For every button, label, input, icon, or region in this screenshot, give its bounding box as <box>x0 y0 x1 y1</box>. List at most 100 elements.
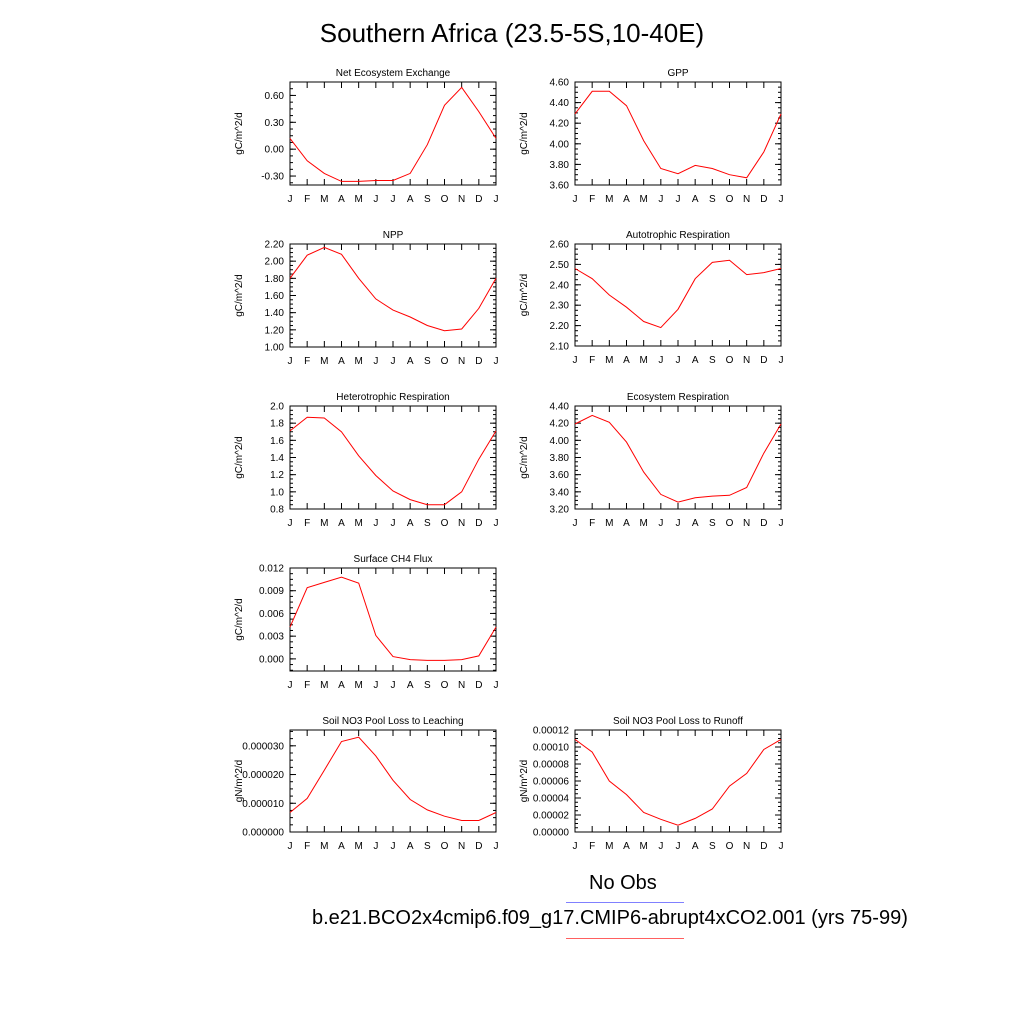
x-tick-label: J <box>494 356 499 367</box>
chart-title-gpp: GPP <box>667 68 688 79</box>
series-line-soil-no3-pool-loss-to-runoff <box>574 738 782 826</box>
y-tick-label: 2.40 <box>550 280 570 291</box>
x-tick-label: M <box>354 356 362 367</box>
series-line-soil-no3-pool-loss-to-leaching <box>289 736 497 821</box>
x-tick-label: J <box>658 355 663 366</box>
y-tick-label: 1.40 <box>265 308 285 319</box>
y-tick-label: 4.00 <box>550 139 570 150</box>
x-tick-label: J <box>676 194 681 205</box>
plot-frame-autotrophic-respiration <box>574 243 782 347</box>
y-axis-label-gpp: gC/m^2/d <box>519 112 530 155</box>
y-tick-label: 2.20 <box>265 240 285 251</box>
x-tick-label: M <box>354 680 362 691</box>
x-tick-label: J <box>288 680 293 691</box>
x-tick-label: S <box>709 841 716 852</box>
x-tick-label: M <box>639 194 647 205</box>
x-tick-label: J <box>573 518 578 529</box>
y-tick-label: 3.80 <box>550 453 570 464</box>
x-tick-label: D <box>475 194 482 205</box>
chart-title-surface-ch4-flux: Surface CH4 Flux <box>354 554 433 565</box>
y-tick-label: 1.80 <box>265 274 285 285</box>
x-tick-label: N <box>743 194 750 205</box>
x-tick-label: N <box>743 355 750 366</box>
y-tick-label: 4.20 <box>550 119 570 130</box>
x-tick-label: O <box>726 841 734 852</box>
x-tick-label: O <box>441 680 449 691</box>
plot-frame-soil-no3-pool-loss-to-runoff <box>574 729 782 833</box>
panel-soil-no3-pool-loss-to-leaching: Soil NO3 Pool Loss to LeachinggN/m^2/d0.… <box>234 716 499 852</box>
y-tick-label: 3.60 <box>550 181 570 192</box>
x-tick-label: F <box>589 841 595 852</box>
page-title: Southern Africa (23.5-5S,10-40E) <box>319 18 705 48</box>
x-tick-label: J <box>391 680 396 691</box>
x-tick-label: J <box>288 841 293 852</box>
y-axis-label-soil-no3-pool-loss-to-leaching: gN/m^2/d <box>234 760 245 803</box>
series-line-heterotrophic-respiration <box>289 416 497 506</box>
x-tick-label: J <box>494 680 499 691</box>
x-tick-label: J <box>391 841 396 852</box>
y-tick-label: 0.00002 <box>533 811 570 822</box>
panel-soil-no3-pool-loss-to-runoff: Soil NO3 Pool Loss to Runoff gN/m^2/d0.00… <box>519 716 784 852</box>
x-tick-label: M <box>354 841 362 852</box>
panel-heterotrophic-respiration: Heterotrophic Respiration gC/m^2/d 0.8 1.0 1… <box>234 392 499 529</box>
x-tick-label: J <box>658 194 663 205</box>
x-tick-label: M <box>320 680 328 691</box>
x-tick-label: A <box>338 356 345 367</box>
x-tick-label: J <box>288 194 293 205</box>
chart-title-npp: NPP <box>383 230 404 241</box>
x-tick-label: A <box>623 841 630 852</box>
series-line-surface-ch4-flux <box>289 576 497 661</box>
x-tick-label: A <box>407 194 414 205</box>
x-tick-label: J <box>494 841 499 852</box>
y-tick-label: 0.00004 <box>533 794 570 805</box>
x-tick-label: A <box>692 355 699 366</box>
legend-model-label: b.e21.BCO2x4cmip6.f09_g17.CMIP6-abrupt4x… <box>312 907 908 929</box>
series-line-autotrophic-respiration <box>574 259 782 329</box>
y-tick-label: 0.000 <box>259 654 284 665</box>
x-tick-label: F <box>304 841 310 852</box>
x-tick-label: M <box>354 194 362 205</box>
panel-npp: NPP gC/m^2/d 1.00 1.20 1.40 1.60 1.80 2.00 2.20 J… <box>234 230 499 367</box>
x-tick-label: J <box>288 518 293 529</box>
x-tick-label: S <box>709 355 716 366</box>
chart-title-soil-no3-pool-loss-to-runoff: Soil NO3 Pool Loss to Runoff <box>613 716 743 727</box>
x-tick-label: J <box>391 194 396 205</box>
series-line-gpp <box>574 90 782 179</box>
x-tick-label: A <box>338 680 345 691</box>
x-tick-label: J <box>573 355 578 366</box>
y-tick-label: 0.000020 <box>242 770 284 781</box>
y-tick-label: 3.20 <box>550 505 570 516</box>
x-tick-label: J <box>391 518 396 529</box>
x-tick-label: O <box>726 355 734 366</box>
y-tick-label: 1.0 <box>270 487 284 498</box>
x-tick-label: F <box>589 194 595 205</box>
plot-frame-net-ecosystem-exchange <box>289 81 497 186</box>
chart-title-autotrophic-respiration: Autotrophic Respiration <box>626 230 730 241</box>
x-tick-label: S <box>424 518 431 529</box>
y-axis-label-soil-no3-pool-loss-to-runoff: gN/m^2/d <box>519 760 530 803</box>
series-line-net-ecosystem-exchange <box>289 86 497 182</box>
panel-autotrophic-respiration: Autotrophic Respiration gC/m^2/d 2.10 2.20 2… <box>519 230 784 366</box>
y-tick-label: 0.006 <box>259 609 284 620</box>
x-tick-label: D <box>475 518 482 529</box>
x-tick-label: J <box>779 194 784 205</box>
y-tick-label: 4.40 <box>550 402 570 413</box>
x-tick-label: A <box>623 518 630 529</box>
y-tick-label: 0.00008 <box>533 760 570 771</box>
plot-frame-npp <box>289 243 497 348</box>
panel-net-ecosystem-exchange: Net Ecosystem Exchange gC/m^2/d -0.30 0.00 0… <box>234 68 499 205</box>
legend-model-line <box>566 938 684 939</box>
legend-obs-line <box>566 902 684 903</box>
x-tick-label: N <box>743 518 750 529</box>
x-tick-label: N <box>743 841 750 852</box>
y-tick-label: 0.00 <box>265 145 285 156</box>
y-tick-label: 2.60 <box>550 240 570 251</box>
y-tick-label: 4.00 <box>550 436 570 447</box>
x-tick-label: O <box>441 356 449 367</box>
x-tick-label: A <box>407 518 414 529</box>
x-tick-label: J <box>676 841 681 852</box>
y-tick-label: 1.20 <box>265 325 285 336</box>
y-tick-label: -0.30 <box>261 172 284 183</box>
